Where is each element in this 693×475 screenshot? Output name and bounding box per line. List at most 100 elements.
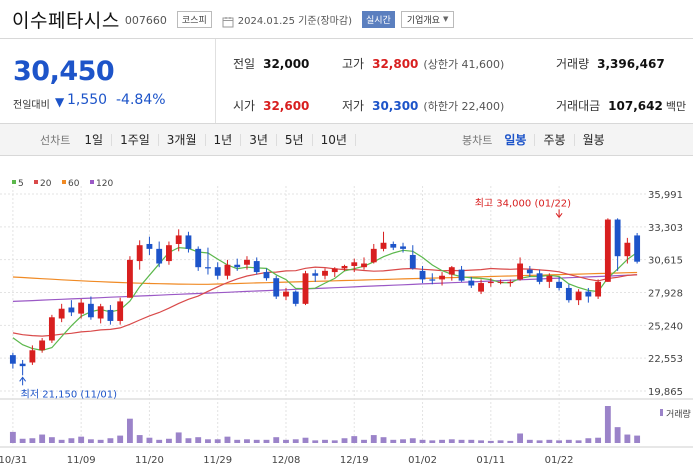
period-3m[interactable]: 3개월: [159, 133, 206, 146]
realtime-button[interactable]: 실시간: [361, 10, 395, 28]
open-price: 시가 32,600: [233, 97, 309, 114]
candle-weekly[interactable]: 주봉: [535, 134, 575, 146]
volume-bar: [419, 439, 426, 443]
candle-body: [185, 235, 192, 249]
volume-bar: [361, 439, 367, 443]
candle-body: [292, 291, 299, 304]
candle-body: [458, 269, 465, 281]
candle-body: [361, 263, 367, 268]
candle-body: [526, 269, 533, 274]
candle-monthly[interactable]: 월봉: [582, 133, 605, 147]
prev-close: 전일 32,000: [233, 55, 309, 72]
ma5-line: [12, 246, 638, 352]
candle-body: [48, 317, 55, 341]
volume-bar: [634, 435, 641, 443]
legend-label: 120: [96, 179, 113, 189]
candlestick-chart[interactable]: 35,991 33,303 30,615 27,928 25,240 22,553 19,8…: [0, 156, 693, 475]
period-1y[interactable]: 1년: [206, 133, 242, 146]
candle-body: [58, 308, 65, 319]
candle-daily[interactable]: 일봉: [496, 134, 536, 146]
candle-period-group: 봉차트 일봉 주봉 월봉: [462, 124, 613, 156]
volume-bar: [331, 440, 338, 443]
volume-bar: [48, 437, 55, 443]
x-tick-label: 12/08: [272, 455, 301, 466]
y-tick-label: 27,928: [648, 289, 683, 300]
x-tick-label: 10/31: [0, 455, 27, 466]
volume-bar: [341, 438, 348, 443]
candle-body: [604, 219, 611, 282]
x-tick-label: 11/20: [135, 455, 164, 466]
volume-bar: [517, 433, 524, 443]
volume-bar: [351, 436, 358, 443]
volume-bar: [234, 439, 241, 443]
y-tick-label: 25,240: [648, 321, 683, 332]
volume-value: 3,396,467: [597, 57, 665, 71]
volume-bar: [507, 440, 514, 443]
volume-bar: [19, 438, 26, 443]
change-amount: 1,550: [67, 92, 108, 108]
candle-body: [19, 363, 26, 367]
candle-body: [390, 243, 397, 248]
candle-body: [126, 259, 133, 298]
prev-close-value: 32,000: [263, 57, 310, 71]
ma120-line: [12, 274, 638, 302]
period-1w[interactable]: 1주일: [112, 133, 159, 146]
candle-body: [536, 273, 543, 282]
y-tick-label: 30,615: [648, 256, 683, 267]
high-label: 고가: [342, 57, 365, 71]
company-overview-label: 기업개요: [406, 15, 440, 26]
line-chart-label: 선차트: [40, 133, 71, 147]
volume-bar: [409, 438, 416, 443]
candle-body: [478, 283, 484, 292]
quote-panel: 30,450 전일대비 ▼ 1,550 -4.84% 전일 32,000 고가 …: [0, 38, 693, 124]
volume-bar: [214, 439, 221, 443]
period-5y[interactable]: 5년: [277, 133, 313, 146]
x-tick-label: 11/09: [67, 455, 96, 466]
volume-label: 거래량: [556, 57, 590, 71]
volume-bar: [146, 437, 153, 443]
candle-chart-label: 봉차트: [462, 134, 493, 147]
x-tick-label: 01/11: [476, 455, 505, 466]
legend-swatch: [90, 180, 94, 184]
change-percent: -4.84%: [116, 92, 166, 108]
lower-limit: (하한가 22,400): [423, 100, 505, 113]
chevron-down-icon: ▼: [442, 15, 449, 23]
company-overview-button[interactable]: 기업개요 ▼: [400, 10, 455, 28]
candle-body: [351, 262, 358, 266]
candle-body: [439, 275, 445, 280]
x-tick-label: 11/29: [203, 455, 232, 466]
candle-body: [575, 291, 582, 301]
candle-body: [234, 264, 241, 268]
candle-body: [283, 291, 289, 297]
volume-bar: [497, 440, 504, 443]
volume-bar: [253, 439, 260, 443]
price-box: 30,450 전일대비 ▼ 1,550 -4.84%: [0, 39, 216, 123]
candle-body: [214, 267, 221, 276]
volume-bar: [458, 439, 465, 443]
volume-bar: [58, 439, 65, 443]
x-tick-label: 01/02: [408, 455, 437, 466]
volume-bar: [185, 438, 192, 443]
candle-body: [146, 243, 153, 249]
volume-bar: [370, 435, 377, 443]
period-3y[interactable]: 3년: [241, 133, 277, 146]
volume-bar: [126, 418, 133, 443]
stock-header: 이수페타시스 007660 코스피 2024.01.25 기준(장마감) 실시간…: [0, 0, 693, 38]
volume-bar: [283, 439, 289, 443]
high-arrowhead-icon: [555, 213, 563, 219]
turnover-unit: 백만: [665, 100, 687, 113]
low-value: 30,300: [372, 99, 419, 113]
volume-bar: [546, 439, 553, 443]
candle-body: [263, 272, 270, 279]
volume-bar: [263, 439, 270, 443]
candle-body: [448, 267, 455, 275]
open-label: 시가: [233, 99, 256, 113]
period-1d[interactable]: 1일: [76, 133, 113, 146]
period-10y[interactable]: 10년: [313, 133, 356, 146]
candle-body: [517, 263, 524, 280]
volume-bar: [448, 439, 455, 443]
upper-limit: (상한가 41,600): [423, 58, 505, 71]
candle-body: [107, 309, 114, 321]
period-bar: 선차트 1일 1주일 3개월 1년 3년 5년 10년 봉차트 일봉 주봉 월봉: [0, 124, 693, 156]
candle-body: [195, 248, 202, 268]
